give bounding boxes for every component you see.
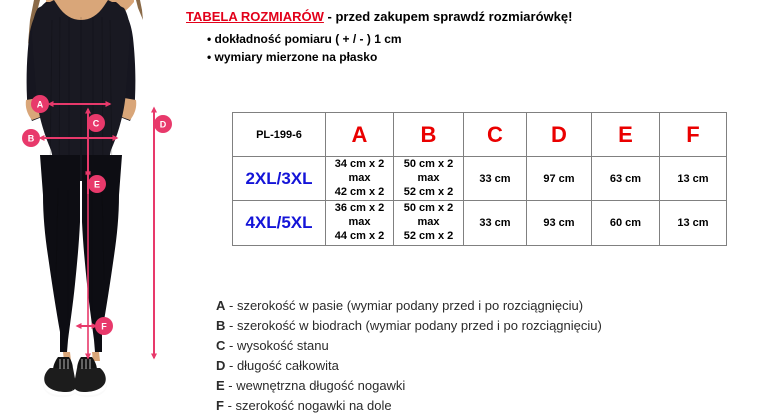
svg-text:D: D (160, 120, 167, 130)
svg-text:F: F (101, 322, 107, 332)
svg-text:C: C (93, 119, 100, 129)
svg-text:A: A (37, 100, 44, 110)
svg-text:E: E (94, 180, 100, 190)
svg-text:B: B (28, 134, 35, 144)
